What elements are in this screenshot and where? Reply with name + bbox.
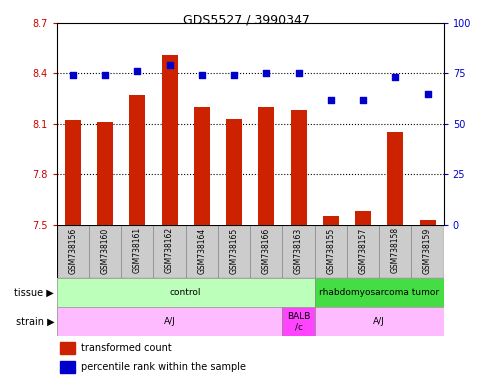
Bar: [186, 225, 218, 278]
Bar: [315, 278, 444, 307]
Bar: [57, 278, 315, 307]
Point: [69, 72, 77, 78]
Bar: [162, 55, 177, 225]
Text: A/J: A/J: [373, 317, 385, 326]
Bar: [226, 119, 242, 225]
Point: [262, 70, 270, 76]
Point: [423, 91, 431, 97]
Text: A/J: A/J: [164, 317, 176, 326]
Bar: [282, 307, 315, 336]
Text: GSM738155: GSM738155: [326, 227, 335, 273]
Text: control: control: [170, 288, 202, 297]
Text: GSM738165: GSM738165: [230, 227, 239, 273]
Text: GSM738164: GSM738164: [197, 227, 207, 273]
Bar: [315, 225, 347, 278]
Text: tissue ▶: tissue ▶: [14, 288, 54, 298]
Bar: [218, 225, 250, 278]
Text: GSM738166: GSM738166: [262, 227, 271, 273]
Text: GSM738160: GSM738160: [101, 227, 109, 273]
Bar: [323, 216, 339, 225]
Bar: [129, 95, 145, 225]
Text: GSM738156: GSM738156: [69, 227, 77, 273]
Bar: [282, 225, 315, 278]
Bar: [65, 121, 81, 225]
Bar: [258, 107, 275, 225]
Text: GSM738157: GSM738157: [358, 227, 368, 273]
Text: GSM738159: GSM738159: [423, 227, 432, 273]
Text: GSM738161: GSM738161: [133, 227, 142, 273]
Bar: [61, 361, 75, 373]
Bar: [412, 225, 444, 278]
Bar: [97, 122, 113, 225]
Text: transformed count: transformed count: [81, 343, 172, 353]
Point: [327, 96, 335, 103]
Bar: [290, 110, 307, 225]
Text: GSM738163: GSM738163: [294, 227, 303, 273]
Bar: [355, 211, 371, 225]
Bar: [121, 225, 153, 278]
Bar: [194, 107, 210, 225]
Bar: [315, 307, 444, 336]
Point: [166, 62, 174, 68]
Text: percentile rank within the sample: percentile rank within the sample: [81, 362, 246, 372]
Bar: [89, 225, 121, 278]
Text: strain ▶: strain ▶: [16, 316, 54, 327]
Bar: [61, 342, 75, 354]
Point: [101, 72, 109, 78]
Bar: [57, 225, 89, 278]
Bar: [250, 225, 282, 278]
Point: [134, 68, 141, 74]
Text: GSM738162: GSM738162: [165, 227, 174, 273]
Text: GSM738158: GSM738158: [391, 227, 400, 273]
Bar: [379, 225, 412, 278]
Bar: [420, 220, 436, 225]
Point: [295, 70, 303, 76]
Point: [391, 74, 399, 81]
Point: [359, 96, 367, 103]
Point: [198, 72, 206, 78]
Point: [230, 72, 238, 78]
Bar: [153, 225, 186, 278]
Bar: [57, 307, 282, 336]
Bar: [347, 225, 379, 278]
Text: GDS5527 / 3990347: GDS5527 / 3990347: [183, 13, 310, 26]
Text: BALB
/c: BALB /c: [287, 312, 310, 331]
Bar: [387, 132, 403, 225]
Text: rhabdomyosarcoma tumor: rhabdomyosarcoma tumor: [319, 288, 439, 297]
